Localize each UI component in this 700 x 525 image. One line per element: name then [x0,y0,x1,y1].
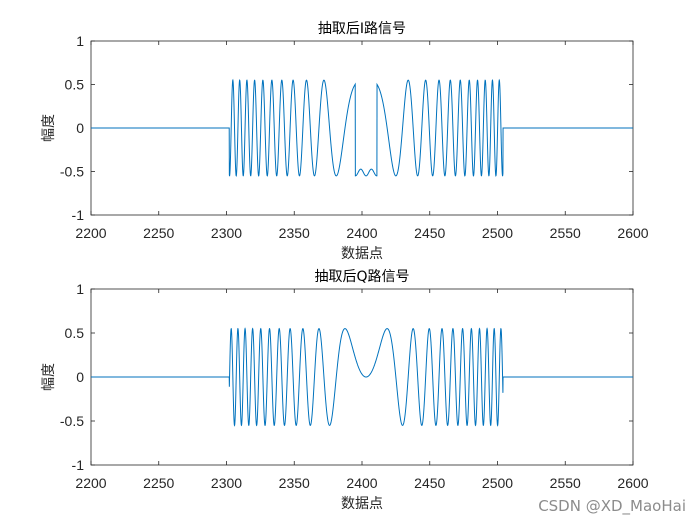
x-tick-label: 2550 [550,475,581,491]
y-tick-label: 0 [76,369,84,385]
watermark: CSDN @XD_MaoHai [538,497,686,515]
x-tick-label: 2550 [550,225,581,241]
x-tick-label: 2300 [211,225,242,241]
x-tick-label: 2300 [211,475,242,491]
x-tick-label: 2350 [279,475,310,491]
subplot-i-signal: 抽取后I路信号 2200 2250 2300 2350 2400 2450 2500 2550… [41,21,649,262]
y-tick-label: 0.5 [65,325,85,341]
y-axis-title: 幅度 [41,114,57,142]
x-tick-label: 2200 [75,225,106,241]
x-axis-title: 数据点 [341,246,383,262]
x-tick-label: 2250 [143,225,174,241]
x-tick-label: 2450 [414,475,445,491]
x-tick-label: 2350 [279,225,310,241]
axis-ticks: 2200 2250 2300 2350 2400 2450 2500 2550 2600 -1 -0… [60,281,649,491]
y-tick-label: 1 [76,281,84,297]
axis-ticks: 2200 2250 2300 2350 2400 2450 2500 2550 2600 -1 -0… [60,33,649,241]
x-axis-title: 数据点 [341,496,383,512]
subplot-q-signal: 抽取后Q路信号 2200 2250 2300 2350 2400 2450 2500 2550… [41,269,649,512]
x-tick-label: 2500 [482,225,513,241]
x-tick-label: 2250 [143,475,174,491]
chart-title: 抽取后Q路信号 [314,269,409,285]
y-tick-label: 0.5 [65,77,85,93]
y-tick-label: -0.5 [60,164,84,180]
x-tick-label: 2500 [482,475,513,491]
y-tick-label: 1 [76,33,84,49]
y-tick-label: -1 [72,457,85,473]
series-line-q [91,327,633,427]
y-tick-label: -1 [72,207,85,223]
chart-title: 抽取后I路信号 [318,21,406,37]
series-line-i [91,78,633,177]
x-tick-label: 2200 [75,475,106,491]
x-tick-label: 2600 [617,225,648,241]
y-tick-label: 0 [76,120,84,136]
x-tick-label: 2400 [346,225,377,241]
y-tick-label: -0.5 [60,413,84,429]
x-tick-label: 2450 [414,225,445,241]
x-tick-label: 2400 [346,475,377,491]
y-axis-title: 幅度 [41,363,57,391]
x-tick-label: 2600 [617,475,648,491]
